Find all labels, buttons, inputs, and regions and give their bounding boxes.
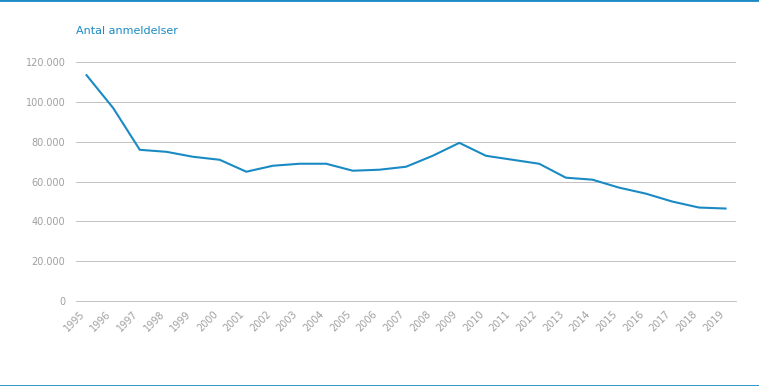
Text: Antal anmeldelser: Antal anmeldelser xyxy=(76,26,178,36)
